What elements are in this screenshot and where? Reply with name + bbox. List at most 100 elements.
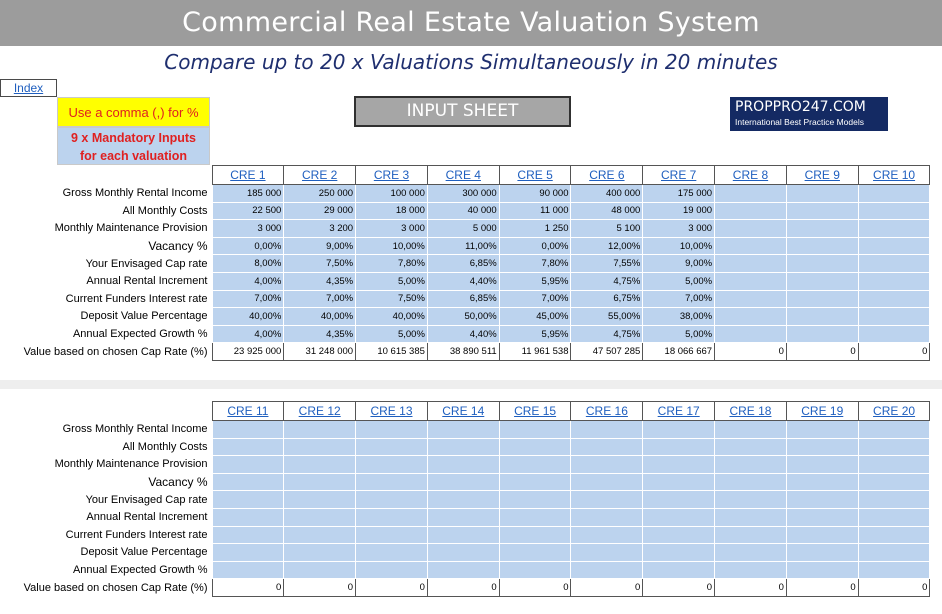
input-cell[interactable]: 38,00% bbox=[642, 307, 716, 326]
input-cell[interactable] bbox=[642, 543, 716, 562]
input-cell[interactable] bbox=[426, 560, 500, 580]
index-link[interactable]: Index bbox=[0, 79, 57, 97]
computed-value-cell[interactable]: 38 890 511 bbox=[426, 342, 500, 361]
input-cell[interactable]: 5,95% bbox=[498, 324, 572, 344]
input-cell[interactable] bbox=[714, 289, 787, 309]
input-cell[interactable]: 7,00% bbox=[211, 289, 285, 309]
input-cell[interactable] bbox=[426, 525, 500, 545]
input-cell[interactable] bbox=[570, 437, 644, 457]
input-cell[interactable] bbox=[283, 560, 357, 580]
input-cell[interactable]: 6,75% bbox=[570, 289, 644, 309]
input-cell[interactable] bbox=[283, 455, 357, 474]
input-cell[interactable]: 4,40% bbox=[426, 324, 500, 344]
input-cell[interactable]: 4,40% bbox=[426, 271, 500, 291]
input-cell[interactable] bbox=[283, 490, 357, 509]
input-cell[interactable] bbox=[785, 525, 859, 545]
input-cell[interactable]: 3 000 bbox=[211, 219, 285, 238]
input-cell[interactable]: 7,00% bbox=[283, 289, 357, 309]
input-cell[interactable] bbox=[714, 543, 787, 562]
input-cell[interactable] bbox=[857, 271, 931, 291]
input-cell[interactable] bbox=[785, 324, 859, 344]
input-cell[interactable]: 4,75% bbox=[570, 271, 644, 291]
input-cell[interactable] bbox=[642, 560, 716, 580]
column-header-link[interactable]: CRE 7 bbox=[642, 165, 716, 185]
input-cell[interactable] bbox=[211, 455, 285, 474]
input-cell[interactable]: 1 250 bbox=[498, 219, 572, 238]
computed-value-cell[interactable]: 31 248 000 bbox=[283, 342, 357, 361]
input-cell[interactable] bbox=[570, 507, 644, 527]
input-cell[interactable]: 11,00% bbox=[426, 236, 500, 256]
input-cell[interactable] bbox=[714, 236, 787, 256]
input-cell[interactable] bbox=[642, 472, 716, 492]
input-cell[interactable] bbox=[785, 184, 859, 203]
column-header-link[interactable]: CRE 18 bbox=[714, 401, 787, 421]
input-cell[interactable] bbox=[211, 490, 285, 509]
input-cell[interactable] bbox=[857, 201, 931, 221]
input-cell[interactable] bbox=[355, 437, 428, 457]
input-cell[interactable]: 45,00% bbox=[498, 307, 572, 326]
input-cell[interactable] bbox=[283, 507, 357, 527]
column-header-link[interactable]: CRE 5 bbox=[498, 165, 572, 185]
input-cell[interactable] bbox=[355, 507, 428, 527]
input-cell[interactable] bbox=[570, 455, 644, 474]
computed-value-cell[interactable]: 47 507 285 bbox=[570, 342, 644, 361]
input-cell[interactable] bbox=[426, 455, 500, 474]
input-cell[interactable]: 5,00% bbox=[355, 324, 428, 344]
input-cell[interactable] bbox=[355, 490, 428, 509]
input-cell[interactable] bbox=[785, 236, 859, 256]
input-cell[interactable]: 4,75% bbox=[570, 324, 644, 344]
input-cell[interactable] bbox=[570, 560, 644, 580]
input-cell[interactable]: 5,00% bbox=[642, 324, 716, 344]
input-cell[interactable] bbox=[283, 472, 357, 492]
column-header-link[interactable]: CRE 4 bbox=[426, 165, 500, 185]
input-cell[interactable] bbox=[714, 201, 787, 221]
computed-value-cell[interactable]: 0 bbox=[785, 578, 859, 597]
input-cell[interactable] bbox=[642, 490, 716, 509]
input-cell[interactable] bbox=[642, 525, 716, 545]
input-cell[interactable]: 175 000 bbox=[642, 184, 716, 203]
input-cell[interactable]: 4,35% bbox=[283, 271, 357, 291]
input-cell[interactable] bbox=[642, 455, 716, 474]
input-cell[interactable] bbox=[283, 525, 357, 545]
input-cell[interactable] bbox=[785, 219, 859, 238]
input-cell[interactable] bbox=[211, 472, 285, 492]
input-cell[interactable] bbox=[211, 560, 285, 580]
input-cell[interactable]: 5 100 bbox=[570, 219, 644, 238]
input-cell[interactable] bbox=[857, 289, 931, 309]
input-cell[interactable] bbox=[211, 420, 285, 439]
input-cell[interactable]: 55,00% bbox=[570, 307, 644, 326]
input-cell[interactable] bbox=[714, 219, 787, 238]
column-header-link[interactable]: CRE 12 bbox=[283, 401, 357, 421]
input-cell[interactable]: 11 000 bbox=[498, 201, 572, 221]
input-cell[interactable] bbox=[498, 455, 572, 474]
input-cell[interactable]: 300 000 bbox=[426, 184, 500, 203]
input-cell[interactable]: 7,50% bbox=[283, 254, 357, 273]
input-cell[interactable] bbox=[714, 324, 787, 344]
input-cell[interactable]: 7,80% bbox=[498, 254, 572, 273]
input-cell[interactable]: 29 000 bbox=[283, 201, 357, 221]
computed-value-cell[interactable]: 0 bbox=[355, 578, 428, 597]
input-cell[interactable] bbox=[642, 437, 716, 457]
column-header-link[interactable]: CRE 19 bbox=[785, 401, 859, 421]
column-header-link[interactable]: CRE 3 bbox=[355, 165, 428, 185]
input-cell[interactable]: 4,00% bbox=[211, 271, 285, 291]
input-cell[interactable]: 6,85% bbox=[426, 254, 500, 273]
input-cell[interactable] bbox=[355, 525, 428, 545]
input-cell[interactable]: 10,00% bbox=[355, 236, 428, 256]
input-cell[interactable]: 10,00% bbox=[642, 236, 716, 256]
computed-value-cell[interactable]: 0 bbox=[642, 578, 716, 597]
input-cell[interactable]: 19 000 bbox=[642, 201, 716, 221]
input-cell[interactable]: 7,50% bbox=[355, 289, 428, 309]
input-cell[interactable]: 12,00% bbox=[570, 236, 644, 256]
input-cell[interactable] bbox=[785, 271, 859, 291]
input-cell[interactable] bbox=[857, 219, 931, 238]
input-cell[interactable] bbox=[714, 184, 787, 203]
input-cell[interactable] bbox=[857, 184, 931, 203]
input-cell[interactable] bbox=[283, 543, 357, 562]
input-cell[interactable] bbox=[785, 437, 859, 457]
computed-value-cell[interactable]: 0 bbox=[498, 578, 572, 597]
input-cell[interactable] bbox=[857, 525, 931, 545]
input-cell[interactable] bbox=[857, 507, 931, 527]
input-cell[interactable] bbox=[426, 437, 500, 457]
input-cell[interactable] bbox=[785, 420, 859, 439]
